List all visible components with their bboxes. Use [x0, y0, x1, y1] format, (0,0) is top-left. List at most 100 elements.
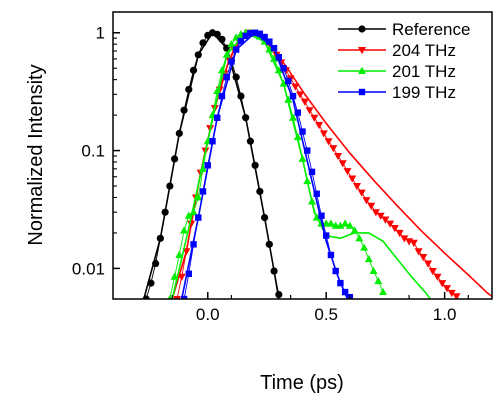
- data-point: [147, 279, 155, 287]
- y-tick-label: 0.1: [81, 142, 105, 161]
- data-point: [318, 212, 325, 219]
- data-point: [341, 288, 349, 296]
- data-point: [166, 182, 174, 190]
- series-199-thz: [180, 29, 354, 299]
- legend-label: 199 THz: [392, 83, 456, 102]
- data-point: [381, 216, 390, 224]
- data-point: [374, 276, 383, 285]
- data-point: [251, 29, 259, 36]
- data-point: [199, 188, 207, 195]
- legend-marker: [358, 88, 366, 96]
- data-point: [289, 113, 298, 121]
- data-point: [242, 32, 249, 40]
- data-point: [274, 66, 283, 74]
- data-point: [213, 30, 221, 38]
- legend: Reference 204 THz 201 THz 199 THz: [338, 20, 470, 102]
- data-point: [329, 145, 338, 153]
- y-tick-label: 0.01: [72, 259, 105, 278]
- data-point: [327, 251, 335, 259]
- data-point: [303, 176, 312, 185]
- data-point: [362, 197, 371, 205]
- data-point: [355, 234, 364, 242]
- legend-marker: [358, 25, 366, 33]
- data-point: [305, 107, 314, 115]
- data-point: [246, 137, 254, 145]
- data-point: [424, 260, 433, 268]
- data-point: [180, 295, 188, 299]
- data-point: [217, 66, 226, 74]
- data-point: [142, 295, 150, 299]
- data-point: [360, 243, 369, 251]
- legend-item-199-thz: 199 THz: [338, 83, 456, 102]
- data-point: [322, 232, 330, 239]
- y-axis-title: Normalized Intensity: [25, 64, 47, 245]
- x-axis-title: Time (ps): [260, 372, 344, 393]
- data-point: [390, 225, 399, 233]
- data-point: [348, 175, 357, 183]
- data-point: [319, 130, 328, 138]
- data-point: [223, 73, 230, 81]
- data-point: [242, 114, 250, 122]
- data-point: [152, 259, 160, 268]
- data-point: [204, 162, 211, 169]
- data-point: [294, 109, 301, 116]
- data-point: [357, 189, 366, 197]
- data-point: [185, 85, 193, 94]
- data-point: [170, 272, 179, 280]
- data-point: [352, 183, 361, 191]
- data-point: [265, 240, 273, 248]
- data-point: [447, 289, 456, 298]
- data-point: [156, 234, 164, 242]
- data-point: [280, 65, 287, 72]
- legend-label: 204 THz: [392, 41, 456, 60]
- data-point: [170, 155, 179, 163]
- axis-layer: 0.0 0.5 1.0 1 0.1 0.01: [72, 24, 469, 324]
- data-point: [187, 220, 196, 228]
- data-point: [237, 37, 245, 45]
- data-point: [350, 226, 359, 234]
- legend-item-204-thz: 204 THz: [338, 41, 456, 60]
- data-point: [251, 161, 259, 169]
- data-point: [307, 197, 316, 205]
- legend-marker: [358, 66, 366, 74]
- data-point: [419, 253, 428, 262]
- data-point: [228, 58, 235, 65]
- data-point: [324, 138, 333, 146]
- data-point: [185, 270, 192, 277]
- data-point: [279, 79, 288, 87]
- data-point: [414, 248, 423, 256]
- legend-label: 201 THz: [392, 62, 456, 81]
- data-point: [369, 266, 378, 275]
- series-reference: [142, 29, 283, 299]
- data-point: [161, 208, 169, 216]
- data-point: [296, 91, 305, 99]
- data-point: [209, 138, 216, 145]
- data-point: [256, 187, 264, 196]
- data-point: [189, 207, 198, 216]
- data-point: [270, 44, 278, 52]
- data-point: [190, 241, 197, 248]
- data-point: [275, 54, 283, 61]
- data-point: [237, 92, 245, 100]
- data-point: [299, 128, 306, 135]
- series-layer: [142, 28, 492, 299]
- data-point: [266, 38, 273, 45]
- data-point: [298, 154, 307, 162]
- data-point: [428, 268, 437, 276]
- data-point: [247, 30, 254, 37]
- data-point: [334, 152, 343, 161]
- data-point: [291, 83, 300, 91]
- data-point: [438, 280, 447, 288]
- data-point: [232, 46, 240, 53]
- data-point: [343, 168, 352, 176]
- data-point: [313, 190, 320, 197]
- data-point: [336, 221, 345, 229]
- data-point: [194, 193, 203, 201]
- data-point: [213, 86, 222, 95]
- data-point: [285, 77, 292, 85]
- data-point: [275, 290, 283, 299]
- data-point: [304, 147, 311, 154]
- data-point: [222, 50, 231, 58]
- data-point: [195, 214, 202, 221]
